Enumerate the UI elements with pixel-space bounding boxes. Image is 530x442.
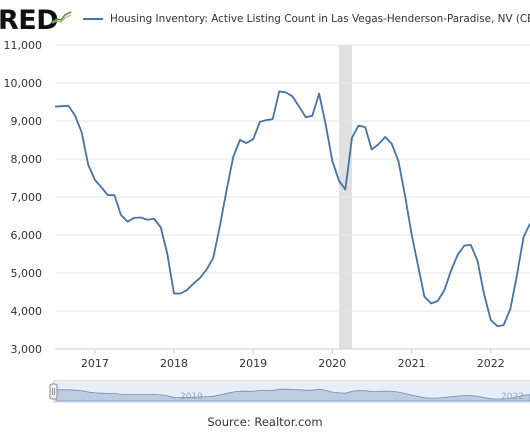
x-tick-label: 2018 — [160, 357, 188, 370]
y-tick-label: 9,000 — [11, 115, 43, 128]
y-axis-tick-labels: 3,000 4,000 5,000 6,000 7,000 8,000 9,000 10,00… — [4, 39, 43, 356]
series-layer — [54, 90, 530, 328]
y-tick-label: 4,000 — [11, 305, 43, 318]
y-tick-label: 8,000 — [11, 153, 43, 166]
header: RED Housing Inventory: Active Listing Co… — [0, 0, 530, 40]
chart-legend: Housing Inventory: Active Listing Count … — [83, 13, 530, 25]
y-tick-label: 11,000 — [4, 39, 43, 52]
navigator-series — [55, 388, 530, 402]
y-tick-label: 3,000 — [11, 343, 43, 356]
navigator-label-2019: 2019 — [180, 392, 203, 402]
navigator-left-handle[interactable] — [49, 383, 58, 400]
x-tick-label: 2017 — [81, 357, 109, 370]
y-tick-label: 5,000 — [11, 267, 43, 280]
chart-gridlines — [55, 44, 530, 350]
range-navigator[interactable]: 2019 2022 — [49, 380, 530, 403]
y-tick-label: 10,000 — [4, 77, 43, 90]
navigator-label-2022: 2022 — [501, 392, 524, 402]
series-line — [54, 90, 530, 328]
y-tick-label: 6,000 — [11, 229, 43, 242]
source-note: Source: Realtor.com — [207, 415, 323, 429]
legend-swatch — [83, 18, 103, 20]
line-chart: 3,000 4,000 5,000 6,000 7,000 8,000 9,000 10,00… — [4, 39, 530, 403]
x-tick-label: 2019 — [239, 357, 267, 370]
x-tick-label: 2022 — [477, 357, 505, 370]
fred-logo: RED — [0, 5, 59, 36]
x-axis: 2017 2018 2019 2020 2021 2022 — [55, 348, 530, 370]
y-tick-label: 7,000 — [11, 191, 43, 204]
legend-label: Housing Inventory: Active Listing Count … — [110, 13, 530, 25]
navigator-area — [55, 388, 530, 402]
x-tick-label: 2021 — [398, 357, 426, 370]
x-tick-label: 2020 — [318, 357, 346, 370]
logo-graph-icon — [52, 11, 72, 24]
